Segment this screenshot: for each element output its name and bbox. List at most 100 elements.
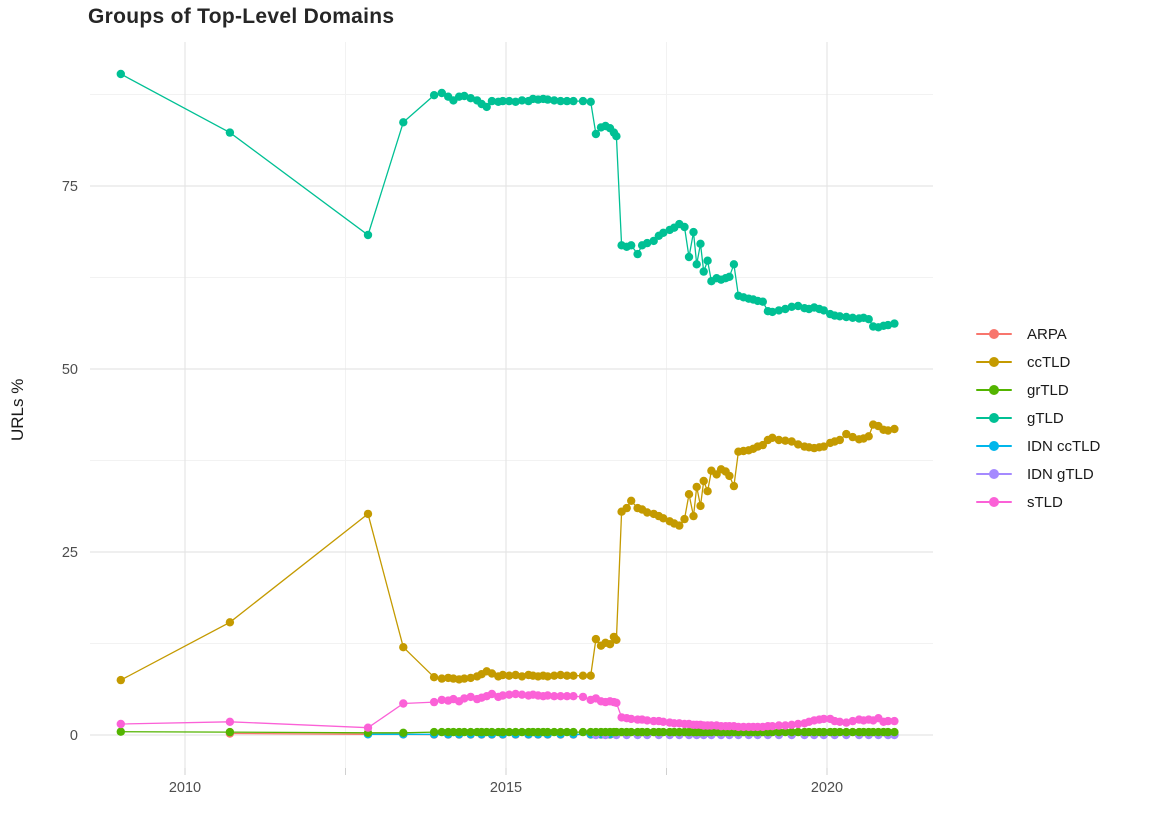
data-point <box>696 239 705 248</box>
data-point <box>505 727 514 737</box>
data-point <box>774 727 784 737</box>
data-point <box>225 128 235 137</box>
data-point <box>643 238 652 248</box>
data-point <box>680 514 689 524</box>
data-point <box>487 727 497 737</box>
data-point <box>460 727 469 737</box>
data-point <box>819 714 828 724</box>
data-point <box>363 509 373 519</box>
data-point <box>819 727 828 737</box>
y-tick-label: 0 <box>70 728 78 744</box>
data-point <box>781 727 790 737</box>
data-point <box>429 673 439 682</box>
data-point <box>699 267 708 276</box>
legend-key-icon <box>976 355 1012 369</box>
data-point <box>633 249 642 259</box>
data-point <box>627 241 636 250</box>
legend-item-idn-gtld: IDN gTLD <box>976 460 1100 488</box>
legend-key-icon <box>976 439 1012 453</box>
data-point <box>835 727 844 737</box>
data-point <box>643 727 652 737</box>
data-point <box>511 689 520 699</box>
data-point <box>505 690 514 699</box>
data-point <box>612 698 621 707</box>
data-point <box>460 91 469 101</box>
data-point <box>659 228 668 237</box>
data-point <box>569 692 578 701</box>
legend-key-icon <box>976 467 1012 481</box>
data-point <box>819 306 828 315</box>
gridlines <box>90 42 933 768</box>
legend-label: IDN ccTLD <box>1027 437 1101 455</box>
data-point <box>787 437 796 446</box>
data-point <box>703 256 712 265</box>
data-point <box>793 301 803 311</box>
data-point <box>612 635 621 644</box>
data-point <box>883 716 893 726</box>
data-point <box>429 697 439 707</box>
data-point <box>890 727 899 737</box>
data-point <box>460 674 469 683</box>
y-tick-label: 50 <box>62 362 78 378</box>
data-point <box>562 727 572 737</box>
legend-label: ARPA <box>1027 325 1067 343</box>
data-point <box>643 508 652 517</box>
data-point <box>622 503 631 513</box>
data-point <box>768 307 777 317</box>
data-point <box>729 481 739 491</box>
data-point <box>399 699 408 708</box>
data-point <box>578 692 588 702</box>
data-point <box>543 691 552 700</box>
data-point <box>556 727 565 737</box>
data-point <box>498 727 507 737</box>
data-point <box>699 476 708 486</box>
chart-title: Groups of Top-Level Domains <box>88 5 395 28</box>
data-point <box>116 727 126 736</box>
data-point <box>562 692 572 701</box>
data-point <box>517 96 527 105</box>
data-point <box>543 672 552 681</box>
legend-item-stld: sTLD <box>976 488 1100 516</box>
data-point <box>659 727 668 737</box>
data-point <box>225 727 235 737</box>
data-point <box>225 717 235 726</box>
data-point <box>758 440 767 450</box>
data-point <box>787 727 796 737</box>
data-point <box>399 643 408 652</box>
data-point <box>689 511 698 521</box>
legend-item-arpa: ARPA <box>976 320 1100 348</box>
data-point <box>848 716 857 726</box>
data-point <box>768 433 777 442</box>
data-point <box>787 720 796 729</box>
data-point <box>543 95 552 104</box>
data-point <box>643 716 652 725</box>
data-point <box>591 129 601 139</box>
data-point <box>556 96 565 106</box>
data-point <box>848 727 857 737</box>
legend-item-cctld: ccTLD <box>976 348 1100 376</box>
data-point <box>703 487 712 496</box>
data-point <box>225 618 235 627</box>
data-point <box>725 272 734 281</box>
data-point <box>725 471 734 481</box>
data-point <box>116 719 126 729</box>
legend-key-icon <box>976 327 1012 341</box>
data-point <box>605 640 615 649</box>
data-point <box>659 514 668 523</box>
data-point <box>437 695 446 705</box>
data-point <box>793 440 803 449</box>
data-point <box>684 252 694 262</box>
legend: ARPA ccTLD grTLD gTLD IDN ccTLD IDN gTLD sTLD <box>976 320 1100 516</box>
data-point <box>511 670 520 680</box>
data-point <box>363 723 373 732</box>
data-point <box>835 435 844 445</box>
data-point <box>842 718 851 727</box>
legend-label: IDN gTLD <box>1027 465 1094 483</box>
data-point <box>890 319 899 328</box>
data-point <box>675 521 684 530</box>
data-point <box>562 671 572 680</box>
legend-label: sTLD <box>1027 493 1063 511</box>
data-point <box>517 690 527 699</box>
data-point <box>578 671 588 680</box>
